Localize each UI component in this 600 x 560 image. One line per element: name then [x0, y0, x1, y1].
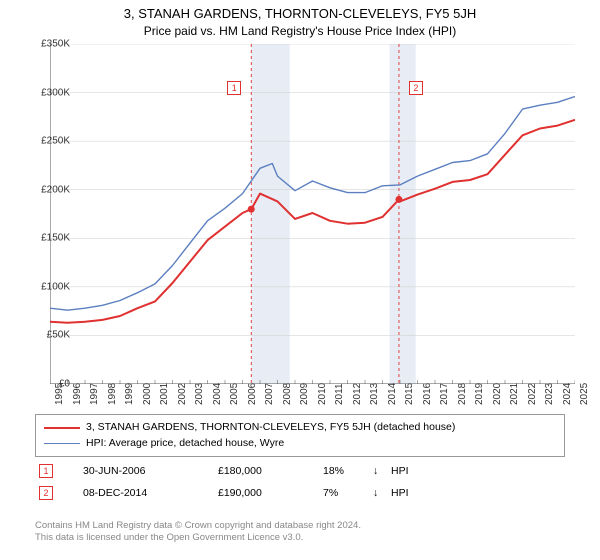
x-tick-label: 2001 — [159, 383, 170, 405]
y-tick-label: £200K — [25, 184, 70, 195]
x-tick-label: 2011 — [334, 383, 345, 405]
x-tick-label: 2012 — [352, 383, 363, 405]
x-tick-label: 2005 — [229, 383, 240, 405]
legend-item: HPI: Average price, detached house, Wyre — [44, 436, 556, 452]
legend: 3, STANAH GARDENS, THORNTON-CLEVELEYS, F… — [35, 414, 565, 457]
x-tick-label: 2023 — [544, 383, 555, 405]
sale-date: 08-DEC-2014 — [83, 487, 218, 499]
annotation-marker: 2 — [409, 81, 423, 95]
x-tick-label: 2008 — [282, 383, 293, 405]
x-tick-label: 1995 — [54, 383, 65, 405]
x-tick-label: 2018 — [457, 383, 468, 405]
x-tick-label: 2009 — [299, 383, 310, 405]
sale-hpi-pct: 18% — [323, 465, 373, 477]
y-tick-label: £100K — [25, 281, 70, 292]
x-tick-label: 1996 — [72, 383, 83, 405]
x-tick-label: 2025 — [579, 383, 590, 405]
sales-table: 1 30-JUN-2006£180,00018%↓HPI 2 08-DEC-2014£… — [35, 460, 565, 504]
x-tick-label: 2015 — [404, 383, 415, 405]
legend-item: 3, STANAH GARDENS, THORNTON-CLEVELEYS, F… — [44, 420, 556, 436]
y-tick-label: £50K — [25, 330, 70, 341]
x-tick-label: 2021 — [509, 383, 520, 405]
chart-svg — [50, 44, 575, 384]
sale-price: £180,000 — [218, 465, 323, 477]
x-tick-label: 2017 — [439, 383, 450, 405]
chart-container: 3, STANAH GARDENS, THORNTON-CLEVELEYS, F… — [0, 0, 600, 560]
chart-title: 3, STANAH GARDENS, THORNTON-CLEVELEYS, F… — [0, 0, 600, 21]
x-tick-label: 2020 — [492, 383, 503, 405]
x-tick-label: 1999 — [124, 383, 135, 405]
sale-marker: 2 — [39, 486, 53, 500]
x-tick-label: 1998 — [107, 383, 118, 405]
annotation-marker: 1 — [227, 81, 241, 95]
sale-price: £190,000 — [218, 487, 323, 499]
sale-hpi-pct: 7% — [323, 487, 373, 499]
footnote-line1: Contains HM Land Registry data © Crown c… — [35, 520, 565, 532]
sale-date: 30-JUN-2006 — [83, 465, 218, 477]
footnote: Contains HM Land Registry data © Crown c… — [35, 520, 565, 545]
sale-hpi-label: HPI — [391, 487, 431, 499]
sale-row: 2 08-DEC-2014£190,0007%↓HPI — [35, 482, 565, 504]
x-tick-label: 2007 — [264, 383, 275, 405]
x-tick-label: 2010 — [317, 383, 328, 405]
x-tick-label: 2006 — [247, 383, 258, 405]
x-tick-label: 2014 — [387, 383, 398, 405]
x-tick-label: 2004 — [212, 383, 223, 405]
x-tick-label: 2000 — [142, 383, 153, 405]
x-tick-label: 2024 — [562, 383, 573, 405]
legend-label: 3, STANAH GARDENS, THORNTON-CLEVELEYS, F… — [86, 420, 455, 436]
legend-label: HPI: Average price, detached house, Wyre — [86, 436, 284, 452]
x-tick-label: 2003 — [194, 383, 205, 405]
sale-marker: 1 — [39, 464, 53, 478]
chart-plot-area — [50, 44, 575, 384]
x-tick-label: 2016 — [422, 383, 433, 405]
legend-swatch — [44, 443, 80, 444]
x-tick-label: 2019 — [474, 383, 485, 405]
y-tick-label: £300K — [25, 87, 70, 98]
legend-swatch — [44, 427, 80, 429]
footnote-line2: This data is licensed under the Open Gov… — [35, 532, 565, 544]
x-tick-label: 2002 — [177, 383, 188, 405]
down-arrow-icon: ↓ — [373, 487, 391, 499]
sale-row: 1 30-JUN-2006£180,00018%↓HPI — [35, 460, 565, 482]
chart-subtitle: Price paid vs. HM Land Registry's House … — [0, 21, 600, 38]
y-tick-label: £250K — [25, 136, 70, 147]
x-tick-label: 2013 — [369, 383, 380, 405]
x-tick-label: 1997 — [89, 383, 100, 405]
x-tick-label: 2022 — [527, 383, 538, 405]
y-tick-label: £150K — [25, 233, 70, 244]
sale-hpi-label: HPI — [391, 465, 431, 477]
y-tick-label: £350K — [25, 39, 70, 50]
down-arrow-icon: ↓ — [373, 465, 391, 477]
